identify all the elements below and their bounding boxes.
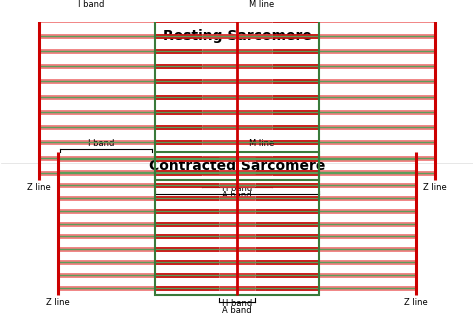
Text: Resting Sarcomere: Resting Sarcomere [163, 29, 311, 43]
Text: Z line: Z line [423, 184, 447, 192]
Bar [155, 152, 319, 295]
Text: Z line: Z line [404, 298, 428, 307]
Text: I band: I band [78, 0, 104, 9]
Text: H band: H band [222, 184, 252, 193]
Text: Z line: Z line [46, 298, 70, 307]
Bar [155, 13, 319, 180]
Text: M line: M line [249, 0, 274, 9]
Text: I band: I band [88, 139, 115, 148]
Text: Contracted Sarcomere: Contracted Sarcomere [149, 159, 325, 173]
Text: Z line: Z line [27, 184, 51, 192]
Text: M line: M line [249, 139, 274, 149]
Text: A band: A band [222, 306, 252, 315]
Text: H band: H band [222, 299, 252, 308]
Text: A band: A band [222, 191, 252, 200]
